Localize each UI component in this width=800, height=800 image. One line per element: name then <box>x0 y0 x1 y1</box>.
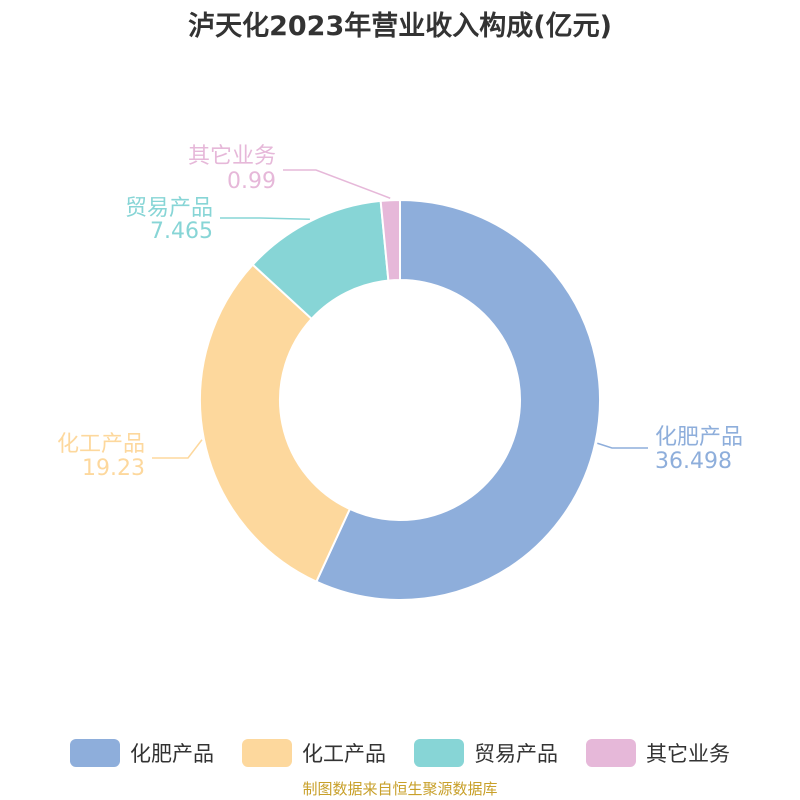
legend-swatch <box>70 739 120 767</box>
slice-label-value-trade: 7.465 <box>150 219 213 244</box>
leader-line-fertilizer <box>597 442 648 449</box>
slice-label-value-chemical: 19.23 <box>82 456 145 481</box>
slice-label-value-other: 0.99 <box>227 169 276 194</box>
legend-item-chemical[interactable]: 化工产品 <box>242 738 386 768</box>
slice-label-name-trade: 贸易产品 <box>125 196 213 221</box>
source-note: 制图数据来自恒生聚源数据库 <box>302 780 498 798</box>
legend-swatch <box>414 739 464 767</box>
legend-swatch <box>586 739 636 767</box>
slice-chemical[interactable] <box>199 263 352 584</box>
slice-fertilizer[interactable] <box>315 198 601 601</box>
legend-item-fertilizer[interactable]: 化肥产品 <box>70 738 214 768</box>
legend-label: 其它业务 <box>646 742 730 766</box>
legend-label: 化工产品 <box>302 742 386 766</box>
slice-label-name-other: 其它业务 <box>188 144 276 169</box>
leader-line-trade <box>220 217 310 220</box>
legend-item-other[interactable]: 其它业务 <box>586 738 730 768</box>
legend: 化肥产品 化工产品 贸易产品 其它业务 <box>0 738 800 768</box>
chart-title: 泸天化2023年营业收入构成(亿元) <box>188 11 612 42</box>
slice-label-name-chemical: 化工产品 <box>57 432 145 457</box>
slice-other[interactable] <box>379 198 401 282</box>
legend-item-trade[interactable]: 贸易产品 <box>414 738 558 768</box>
legend-swatch <box>242 739 292 767</box>
legend-label: 化肥产品 <box>130 742 214 766</box>
slice-label-value-fertilizer: 36.498 <box>655 449 732 474</box>
leader-line-other <box>283 169 391 199</box>
slice-label-name-fertilizer: 化肥产品 <box>655 425 743 450</box>
legend-label: 贸易产品 <box>474 742 558 766</box>
leader-line-chemical <box>152 439 203 459</box>
